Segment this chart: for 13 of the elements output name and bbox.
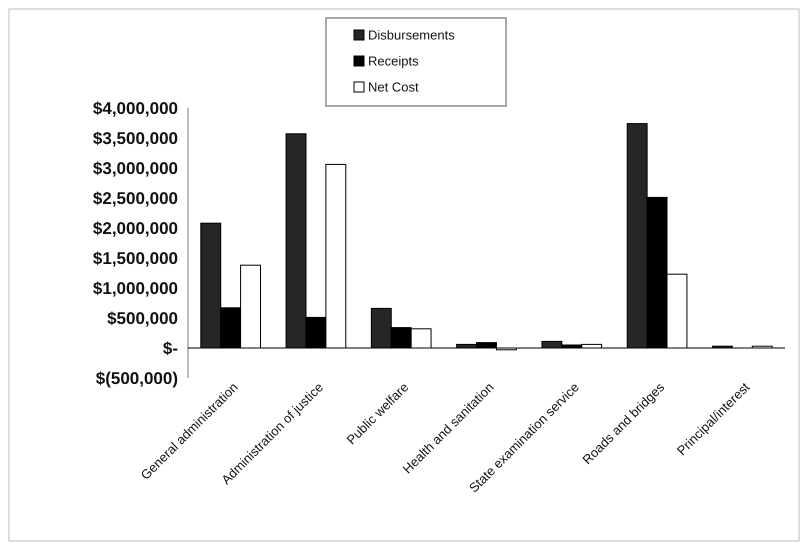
legend-label: Disbursements bbox=[368, 28, 456, 43]
y-tick-label: $2,500,000 bbox=[92, 188, 178, 208]
y-tick-label: $- bbox=[162, 338, 178, 358]
y-tick-label: $3,000,000 bbox=[92, 158, 178, 178]
legend-label: Receipts bbox=[368, 54, 420, 69]
y-tick-label: $1,000,000 bbox=[92, 278, 178, 298]
y-tick-label: $(500,000) bbox=[96, 368, 178, 388]
y-tick-label: $3,500,000 bbox=[92, 128, 178, 148]
y-tick-label: $4,000,000 bbox=[92, 98, 178, 118]
y-tick-label: $2,000,000 bbox=[92, 218, 178, 238]
y-tick-label: $1,500,000 bbox=[92, 248, 178, 268]
y-tick-label: $500,000 bbox=[107, 308, 178, 328]
legend-label: Net Cost bbox=[368, 80, 419, 95]
